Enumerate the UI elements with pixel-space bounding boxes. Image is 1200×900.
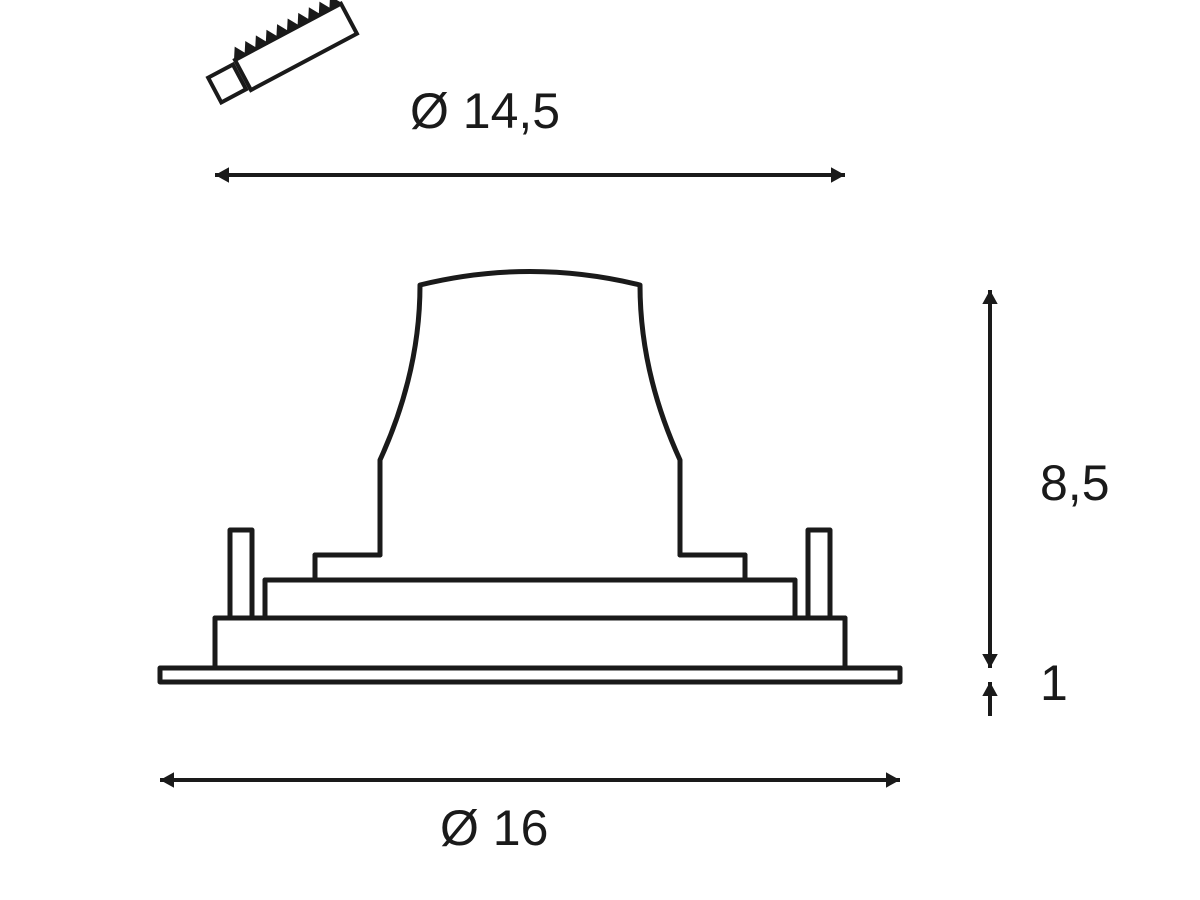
label-flange-thickness: 1 xyxy=(1040,655,1068,711)
label-outer-diameter: Ø 16 xyxy=(440,800,548,856)
canvas-bg xyxy=(0,0,1200,900)
label-cutout-diameter: Ø 14,5 xyxy=(410,83,560,139)
technical-drawing: Ø 14,5 Ø 16 8,5 1 xyxy=(0,0,1200,900)
label-height: 8,5 xyxy=(1040,455,1110,511)
